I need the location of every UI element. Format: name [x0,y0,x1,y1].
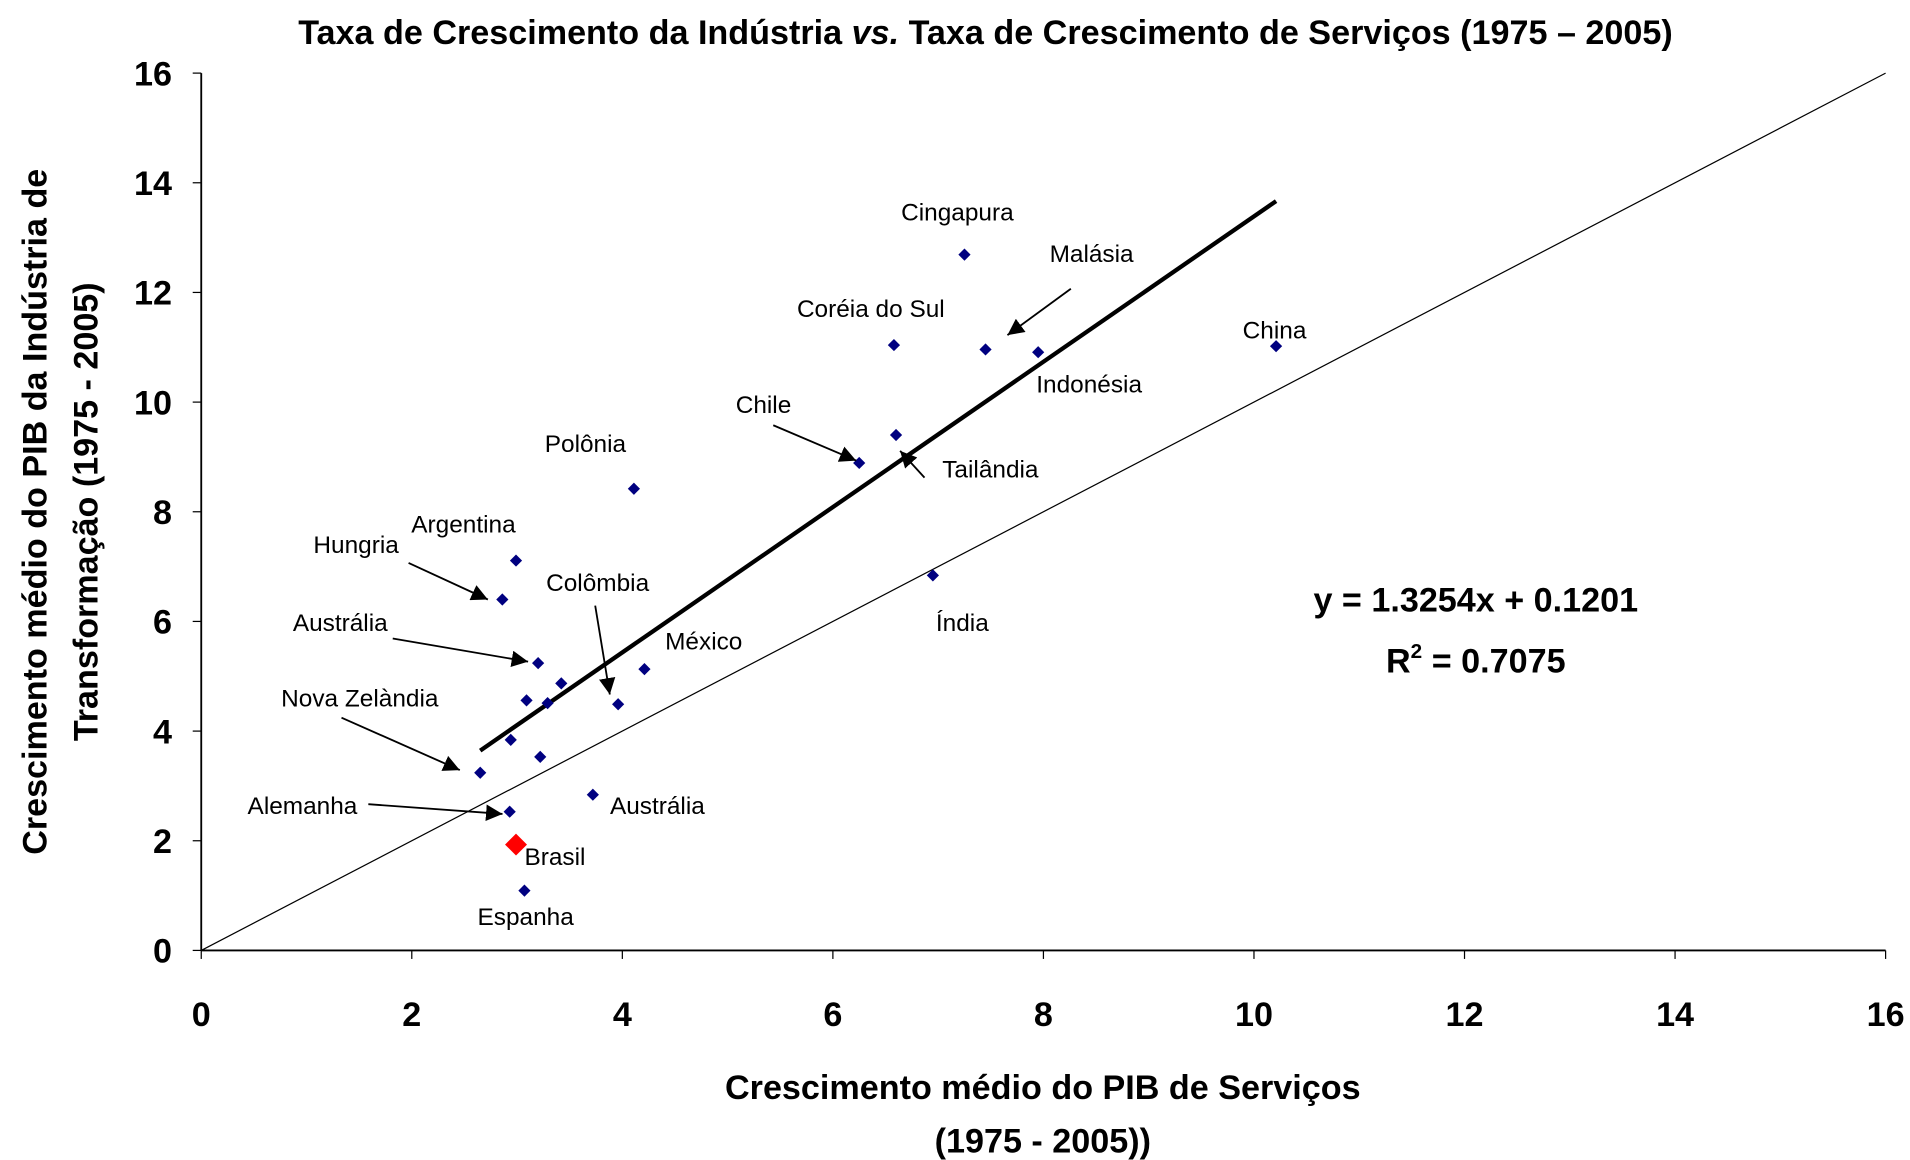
point [627,482,641,495]
y-tick-label: 8 [153,494,172,532]
x-tick-label: 10 [1235,996,1273,1034]
y-axis-label: Transformação (1975 - 2005) [68,282,106,741]
annotation: Cingapura [901,200,1014,227]
annotation: Alemanha [248,793,358,820]
annotation: Chile [736,392,792,419]
x-tick-label: 2 [402,996,421,1034]
point [504,733,517,746]
annotation: China [1243,318,1307,345]
trendline [479,199,1278,753]
annotation: Indonésia [1036,371,1142,398]
annotation: Austrália [293,610,388,637]
y-tick-label: 6 [153,604,172,642]
y-tick-label: 14 [134,165,172,203]
point [586,788,599,801]
point [889,428,903,442]
annotation: Coréia do Sul [797,296,945,323]
annotation: Argentina [411,511,516,538]
point [532,657,545,670]
r-squared: R2 = 0.7075 [1386,640,1566,681]
annotation: Índia [936,610,989,637]
point [926,569,939,582]
point [505,833,527,856]
y-tick-label: 4 [153,713,172,751]
point [534,750,547,763]
annotation-arrow [341,716,461,771]
y-tick-label: 0 [153,933,172,971]
point [496,593,509,606]
annotation-arrow [594,605,616,695]
annotation-arrow [1006,288,1072,336]
annotation: Hungria [313,532,399,559]
annotation-arrow [392,637,529,667]
annotation: Polônia [545,431,627,458]
y-tick-label: 16 [134,55,172,93]
x-tick-label: 4 [613,996,632,1034]
annotation: Colômbia [546,570,649,597]
reference-line [200,72,1886,951]
annotation: Brasil [524,844,585,871]
annotation-arrow [899,450,926,479]
annotation: Austrália [610,793,705,820]
annotation: Tailândia [942,457,1039,484]
point [1032,346,1045,359]
x-axis-label: Crescimento médio do PIB de Serviços [725,1069,1361,1107]
annotation: Espanha [478,904,575,931]
x-axis-label: (1975 - 2005)) [935,1123,1151,1160]
annotation-arrow [408,562,489,601]
x-tick-label: 0 [192,996,211,1034]
annotation: México [665,628,742,655]
annotation-arrow [772,424,857,462]
annotation: Malásia [1050,241,1134,268]
annotation-arrow [368,803,503,821]
x-tick-label: 14 [1656,996,1694,1034]
chart-title: Taxa de Crescimento da Indústria vs. Tax… [298,14,1673,52]
y-tick-label: 2 [153,823,172,861]
y-tick-label: 12 [134,275,172,313]
x-tick-label: 8 [1034,996,1053,1034]
x-tick-label: 6 [823,996,842,1034]
x-tick-label: 16 [1867,996,1905,1034]
y-tick-label: 10 [134,384,172,422]
y-axis-label: Crescimento médio do PIB da Indústria de [16,169,54,855]
annotation: Nova Zelàndia [281,686,439,713]
equation: y = 1.3254x + 0.1201 [1313,582,1638,620]
x-tick-label: 12 [1446,996,1484,1034]
